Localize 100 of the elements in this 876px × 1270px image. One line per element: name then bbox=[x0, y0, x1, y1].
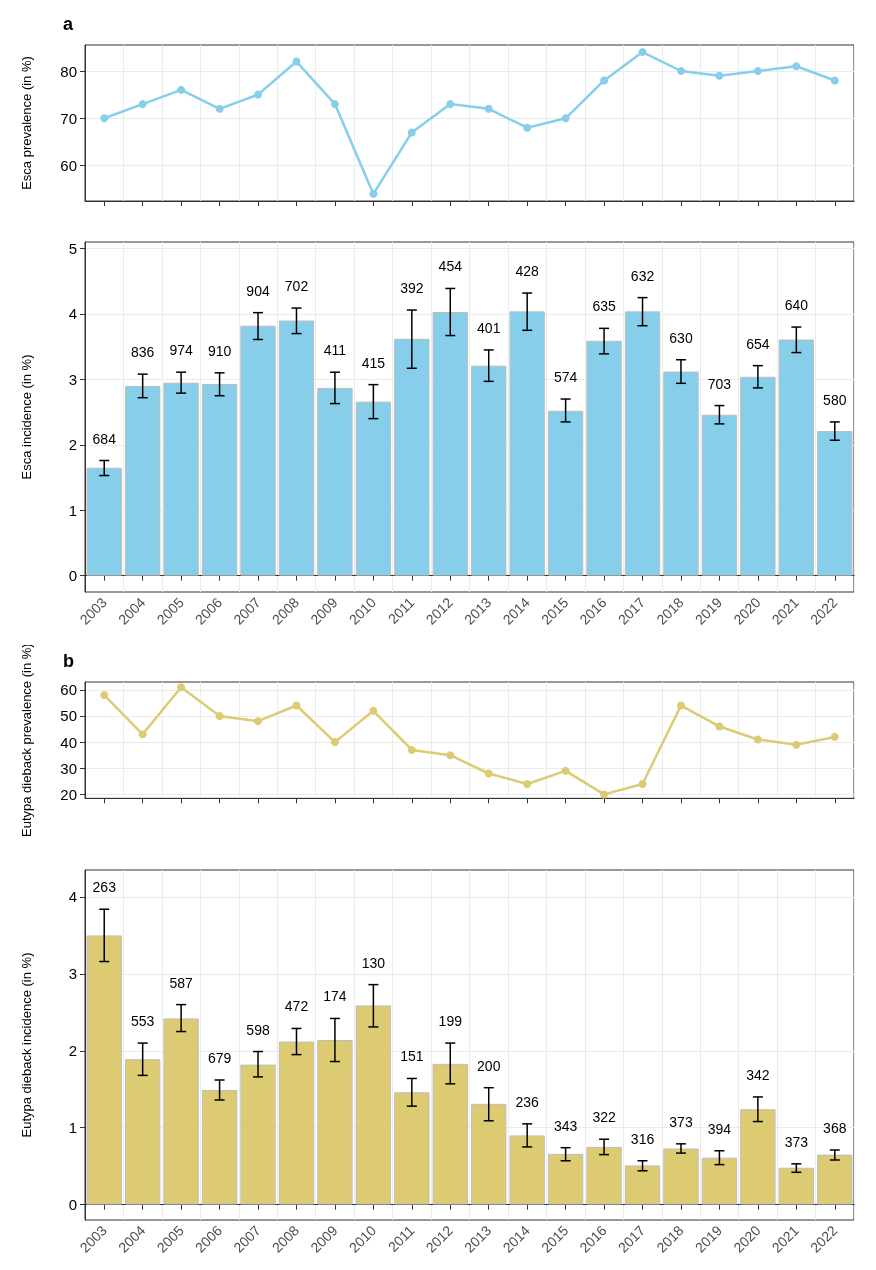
point bbox=[676, 701, 685, 710]
y-tick-label: 30 bbox=[60, 759, 77, 777]
annotation: 580 bbox=[823, 391, 847, 408]
bar bbox=[547, 1153, 584, 1205]
point bbox=[138, 100, 147, 109]
point bbox=[484, 104, 493, 113]
annotation: 174 bbox=[323, 988, 347, 1005]
annotation: 679 bbox=[207, 1050, 232, 1066]
annotation: 394 bbox=[707, 1120, 732, 1137]
annotation: 342 bbox=[746, 1066, 770, 1083]
point bbox=[177, 683, 186, 692]
point bbox=[523, 779, 532, 788]
annotation: 587 bbox=[169, 974, 194, 991]
y-tick-label: 50 bbox=[60, 707, 77, 725]
bar bbox=[278, 1041, 315, 1205]
bar bbox=[509, 311, 545, 576]
annotation: 263 bbox=[92, 879, 117, 896]
bar bbox=[201, 383, 238, 576]
annotation: 703 bbox=[707, 375, 732, 392]
bar bbox=[432, 1063, 468, 1205]
y-tick-label: 1 bbox=[68, 1119, 77, 1137]
point bbox=[446, 100, 455, 109]
annotation: 415 bbox=[361, 354, 386, 371]
bar bbox=[740, 1109, 776, 1205]
point bbox=[523, 123, 532, 132]
bar bbox=[240, 325, 276, 576]
annotation: 200 bbox=[477, 1057, 501, 1074]
annotation: 630 bbox=[669, 329, 693, 346]
point bbox=[561, 114, 570, 123]
y-tick-label: 2 bbox=[68, 1042, 77, 1060]
annotation: 428 bbox=[515, 263, 540, 280]
point bbox=[676, 67, 685, 75]
y-tick-label: 60 bbox=[60, 157, 77, 175]
annotation: 702 bbox=[284, 278, 309, 295]
point bbox=[177, 85, 186, 94]
point bbox=[600, 76, 609, 85]
annotation: 654 bbox=[746, 335, 770, 352]
bar bbox=[278, 320, 315, 576]
bar bbox=[355, 401, 392, 576]
annotation: 684 bbox=[92, 430, 117, 447]
bar bbox=[624, 311, 661, 576]
annotation: 343 bbox=[553, 1117, 578, 1134]
annotation: 632 bbox=[630, 267, 655, 284]
annotation: 316 bbox=[630, 1130, 655, 1147]
y-tick-label: 20 bbox=[60, 785, 77, 803]
point bbox=[484, 769, 493, 778]
annotation: 635 bbox=[592, 298, 616, 315]
point bbox=[100, 114, 109, 123]
annotation: 640 bbox=[784, 297, 809, 314]
point bbox=[254, 90, 263, 99]
annotation: 373 bbox=[784, 1133, 809, 1150]
y-tick-label: 1 bbox=[68, 501, 77, 519]
bar bbox=[663, 1148, 699, 1205]
annotation: 151 bbox=[400, 1048, 424, 1065]
bar bbox=[586, 1146, 622, 1205]
bar bbox=[201, 1090, 238, 1205]
annotation: 598 bbox=[246, 1021, 270, 1038]
point bbox=[407, 745, 416, 754]
chart-title: b bbox=[63, 651, 74, 671]
point bbox=[753, 67, 762, 75]
bar bbox=[394, 1092, 430, 1205]
bar bbox=[432, 312, 468, 576]
y-axis-title: Esca incidence (in %) bbox=[19, 354, 34, 480]
point bbox=[792, 740, 801, 749]
annotation: 373 bbox=[669, 1113, 693, 1130]
point bbox=[330, 738, 339, 747]
bar bbox=[817, 431, 853, 576]
point bbox=[715, 71, 724, 80]
annotation: 454 bbox=[438, 258, 463, 275]
bar bbox=[240, 1064, 276, 1205]
point bbox=[638, 779, 647, 788]
y-tick-label: 40 bbox=[60, 733, 77, 751]
point bbox=[715, 722, 724, 731]
annotation: 553 bbox=[131, 1013, 155, 1030]
point bbox=[369, 189, 378, 198]
bar bbox=[663, 371, 699, 576]
point bbox=[830, 732, 839, 741]
y-tick-label: 60 bbox=[60, 681, 77, 699]
chart-title: a bbox=[63, 14, 74, 34]
bar bbox=[778, 1167, 815, 1205]
point bbox=[369, 706, 378, 715]
annotation: 910 bbox=[207, 342, 232, 359]
annotation: 401 bbox=[477, 319, 501, 336]
annotation: 904 bbox=[246, 282, 270, 299]
annotation: 236 bbox=[515, 1093, 540, 1110]
y-tick-label: 0 bbox=[68, 567, 77, 585]
bar bbox=[586, 340, 622, 576]
bar bbox=[86, 467, 122, 576]
bar bbox=[163, 1018, 199, 1205]
y-tick-label: 5 bbox=[68, 240, 77, 258]
point bbox=[215, 711, 224, 720]
point bbox=[407, 128, 416, 137]
annotation: 130 bbox=[361, 954, 386, 971]
y-tick-label: 4 bbox=[68, 888, 77, 906]
bar bbox=[471, 365, 507, 576]
y-axis-title: Esca prevalence (in %) bbox=[19, 56, 34, 190]
y-tick-label: 4 bbox=[68, 305, 77, 323]
point bbox=[100, 691, 109, 700]
annotation: 368 bbox=[823, 1120, 847, 1136]
point bbox=[638, 48, 647, 57]
